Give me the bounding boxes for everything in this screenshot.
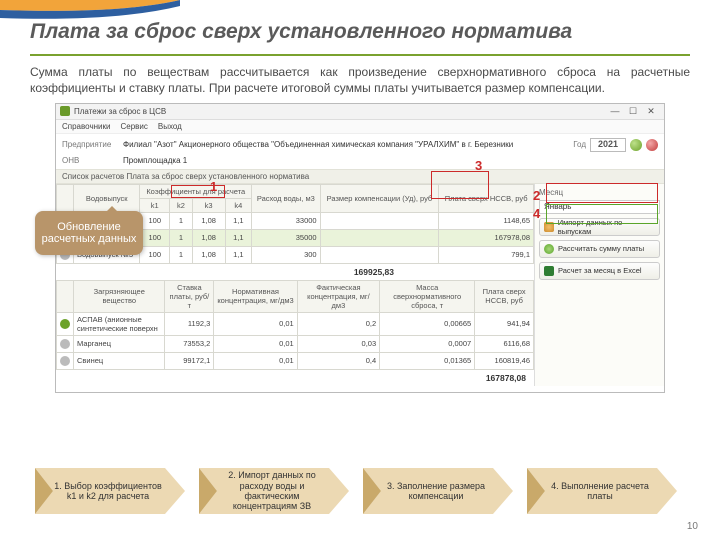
menu-item-refs[interactable]: Справочники [62, 122, 110, 131]
table-row[interactable]: Марганец73553,20,01 0,030,00076116,68 [57, 335, 534, 352]
steps-row: 1. Выбор коэффициентов k1 и k2 для расче… [35, 468, 677, 514]
outlets-sum: 169925,83 [56, 264, 534, 280]
slide-description: Сумма платы по веществам рассчитывается … [0, 56, 720, 102]
calc-button[interactable]: Рассчитать сумму платы [539, 240, 660, 258]
import-label: Импорт данных по выпускам [558, 218, 655, 236]
col-k4: k4 [225, 198, 252, 212]
col-fee2: Плата сверх НССВ, руб [475, 280, 534, 312]
col-comp: Размер компенсации (Уд), руб [320, 184, 439, 212]
col-fee1: Плата сверх НССВ, руб [439, 184, 534, 212]
section1-head: Список расчетов Плата за сброс сверх уст… [56, 169, 664, 184]
step-2: 2. Импорт данных по расходу воды и факти… [199, 468, 349, 514]
excel-icon [544, 266, 554, 276]
calc-label: Рассчитать сумму платы [558, 244, 644, 253]
import-button[interactable]: Импорт данных по выпускам [539, 218, 660, 236]
row-marker-icon [60, 356, 70, 366]
col-coeff-group: Коэффициенты для расчета [140, 184, 252, 198]
import-icon [544, 222, 554, 232]
year-label: Год [573, 140, 586, 149]
month-label: Месяц [539, 188, 660, 197]
year-cancel-icon[interactable] [646, 139, 658, 151]
row-marker-icon [60, 339, 70, 349]
annotation-4: 4 [533, 206, 540, 221]
col-fact: Фактическая концентрация, мг/дм3 [297, 280, 379, 312]
menu-item-exit[interactable]: Выход [158, 122, 182, 131]
subst-sum: 167878,08 [56, 370, 534, 386]
app-icon [60, 106, 70, 116]
excel-button[interactable]: Расчет за месяц в Excel [539, 262, 660, 280]
col-rate: Ставка платы, руб/т [165, 280, 214, 312]
side-panel: Месяц Январь Импорт данных по выпускам Р… [534, 184, 664, 386]
table-row[interactable]: Свинец99172,10,01 0,40,01365160819,46 [57, 352, 534, 369]
onv-label: ОНВ [62, 156, 117, 165]
col-norm: Нормативная концентрация, мг/дм3 [214, 280, 297, 312]
substances-table: Загрязняющее вещество Ставка платы, руб/… [56, 280, 534, 370]
step-4-label: 4. Выполнение расчета платы [527, 481, 677, 502]
minimize-button[interactable]: — [606, 105, 624, 117]
enterprise-value: Филиал "Азот" Акционерного общества "Объ… [123, 140, 513, 149]
table-row[interactable]: АСПАВ (анионные синтетические поверхн119… [57, 312, 534, 335]
step-4: 4. Выполнение расчета платы [527, 468, 677, 514]
col-k2: k2 [170, 198, 193, 212]
onv-row: ОНВ Промплощадка 1 [56, 156, 664, 169]
annotation-3: 3 [475, 158, 482, 173]
step-2-label: 2. Импорт данных по расходу воды и факти… [199, 470, 349, 511]
onv-value: Промплощадка 1 [123, 156, 187, 165]
callout-bubble: Обновление расчетных данных [35, 211, 143, 255]
header-swoosh [0, 0, 180, 30]
close-button[interactable]: ✕ [642, 105, 660, 117]
col-mass: Масса сверхнормативного сброса, т [380, 280, 475, 312]
col-k1: k1 [140, 198, 170, 212]
annotation-2: 2 [533, 188, 540, 203]
month-select[interactable]: Январь [539, 200, 660, 214]
step-3: 3. Заполнение размера компенсации [363, 468, 513, 514]
enterprise-row: Предприятие Филиал "Азот" Акционерного о… [56, 134, 664, 156]
year-input[interactable]: 2021 [590, 138, 626, 152]
calc-icon [544, 244, 554, 254]
titlebar: Платежи за сброс в ЦСВ — ☐ ✕ [56, 104, 664, 120]
maximize-button[interactable]: ☐ [624, 105, 642, 117]
page-number: 10 [687, 521, 698, 532]
window-title: Платежи за сброс в ЦСВ [74, 107, 606, 116]
menu-item-service[interactable]: Сервис [120, 122, 147, 131]
excel-label: Расчет за месяц в Excel [558, 266, 642, 275]
step-3-label: 3. Заполнение размера компенсации [363, 481, 513, 502]
app-window: Платежи за сброс в ЦСВ — ☐ ✕ Справочники… [55, 103, 665, 393]
row-marker-icon [60, 319, 70, 329]
menubar: Справочники Сервис Выход [56, 120, 664, 134]
annotation-1: 1 [210, 179, 217, 194]
col-k3: k3 [192, 198, 225, 212]
step-1: 1. Выбор коэффициентов k1 и k2 для расче… [35, 468, 185, 514]
col-flow: Расход воды, м3 [252, 184, 321, 212]
col-subst: Загрязняющее вещество [74, 280, 165, 312]
year-apply-icon[interactable] [630, 139, 642, 151]
step-1-label: 1. Выбор коэффициентов k1 и k2 для расче… [35, 481, 185, 502]
enterprise-label: Предприятие [62, 140, 117, 149]
